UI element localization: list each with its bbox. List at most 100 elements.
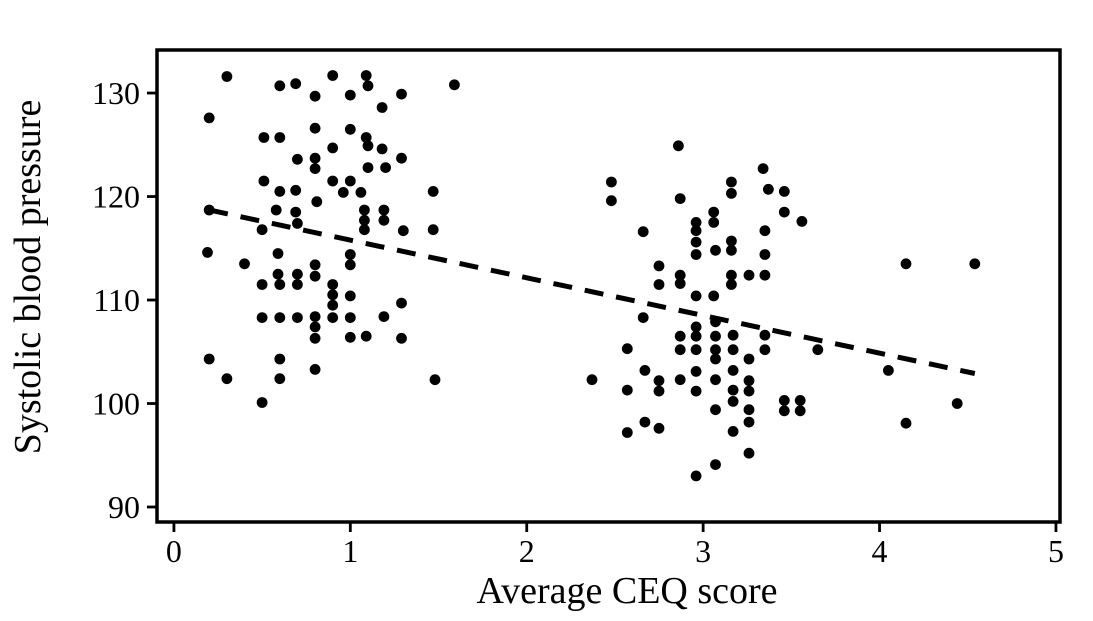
data-point — [258, 175, 270, 187]
data-point — [653, 422, 665, 434]
data-point — [653, 375, 665, 387]
data-point — [690, 330, 702, 342]
x-tick-label: 4 — [872, 533, 888, 569]
data-point — [900, 258, 912, 270]
data-point — [690, 225, 702, 237]
data-point — [309, 321, 321, 333]
data-points — [202, 70, 981, 482]
data-point — [272, 268, 284, 280]
data-point — [292, 279, 303, 290]
data-point — [743, 375, 755, 387]
data-point — [708, 217, 720, 228]
data-point — [344, 331, 356, 343]
data-point — [621, 343, 633, 355]
data-point — [969, 258, 981, 270]
data-point — [653, 260, 665, 272]
y-axis-title: Systolic blood pressure — [7, 100, 49, 455]
data-point — [309, 270, 321, 282]
data-point — [727, 365, 739, 376]
data-point — [203, 353, 215, 365]
y-tick-label: 100 — [92, 386, 140, 422]
data-point — [710, 353, 721, 365]
data-point — [710, 374, 721, 386]
data-point — [396, 332, 407, 344]
data-point — [621, 384, 633, 396]
data-point — [380, 162, 391, 174]
data-point — [221, 373, 233, 385]
data-point — [376, 102, 388, 113]
data-point — [362, 80, 374, 92]
data-point — [309, 259, 321, 271]
data-point — [344, 249, 356, 260]
data-point — [796, 216, 808, 227]
data-point — [290, 184, 302, 196]
data-point — [256, 279, 268, 290]
data-point — [344, 89, 356, 101]
trend-line — [208, 207, 976, 376]
plot-frame — [155, 48, 1062, 524]
data-point — [337, 187, 349, 198]
data-point — [429, 374, 441, 386]
data-point — [690, 290, 702, 302]
data-point — [727, 344, 739, 356]
y-tick-label: 130 — [92, 75, 140, 111]
data-point — [256, 397, 268, 408]
data-point — [344, 290, 356, 302]
data-point — [355, 187, 367, 198]
data-point — [309, 90, 321, 102]
data-point — [778, 186, 790, 197]
data-point — [309, 122, 321, 134]
data-point — [637, 312, 649, 323]
data-point — [708, 206, 720, 218]
data-point — [726, 279, 737, 290]
data-point — [710, 244, 721, 256]
data-point — [274, 373, 286, 385]
data-point — [292, 153, 303, 165]
data-point — [362, 162, 374, 174]
data-point — [327, 289, 339, 301]
x-tick-label: 5 — [1048, 533, 1064, 569]
data-point — [270, 204, 282, 216]
data-point — [812, 344, 824, 356]
data-point — [290, 206, 302, 218]
data-point — [759, 344, 771, 356]
data-point — [743, 416, 755, 428]
data-point — [674, 193, 686, 205]
data-point — [274, 279, 286, 290]
data-point — [690, 366, 702, 377]
data-point — [794, 405, 806, 417]
data-point — [727, 396, 739, 407]
data-point — [360, 330, 372, 342]
data-point — [396, 297, 407, 309]
data-point — [710, 404, 721, 416]
data-point — [743, 269, 755, 281]
data-point — [292, 268, 303, 280]
data-point — [690, 470, 702, 482]
data-point — [449, 79, 460, 91]
data-point — [274, 80, 286, 92]
data-point — [359, 214, 370, 226]
data-point — [743, 447, 755, 459]
y-axis: 90 100 110 120 130 — [92, 75, 157, 525]
data-point — [344, 123, 356, 135]
data-point — [759, 225, 771, 237]
data-point — [203, 204, 215, 216]
data-point — [362, 140, 374, 152]
data-point — [344, 175, 356, 187]
data-point — [759, 249, 771, 260]
data-point — [726, 188, 737, 199]
data-point — [344, 312, 356, 323]
data-point — [951, 398, 963, 409]
data-point — [710, 316, 721, 328]
data-point — [727, 384, 739, 396]
data-point — [327, 175, 339, 187]
data-point — [759, 269, 771, 281]
data-point — [203, 112, 215, 124]
data-point — [272, 248, 284, 259]
data-point — [708, 290, 720, 302]
data-point — [690, 321, 702, 333]
data-point — [292, 218, 303, 229]
data-point — [327, 279, 339, 290]
data-point — [690, 236, 702, 248]
data-point — [309, 311, 321, 322]
